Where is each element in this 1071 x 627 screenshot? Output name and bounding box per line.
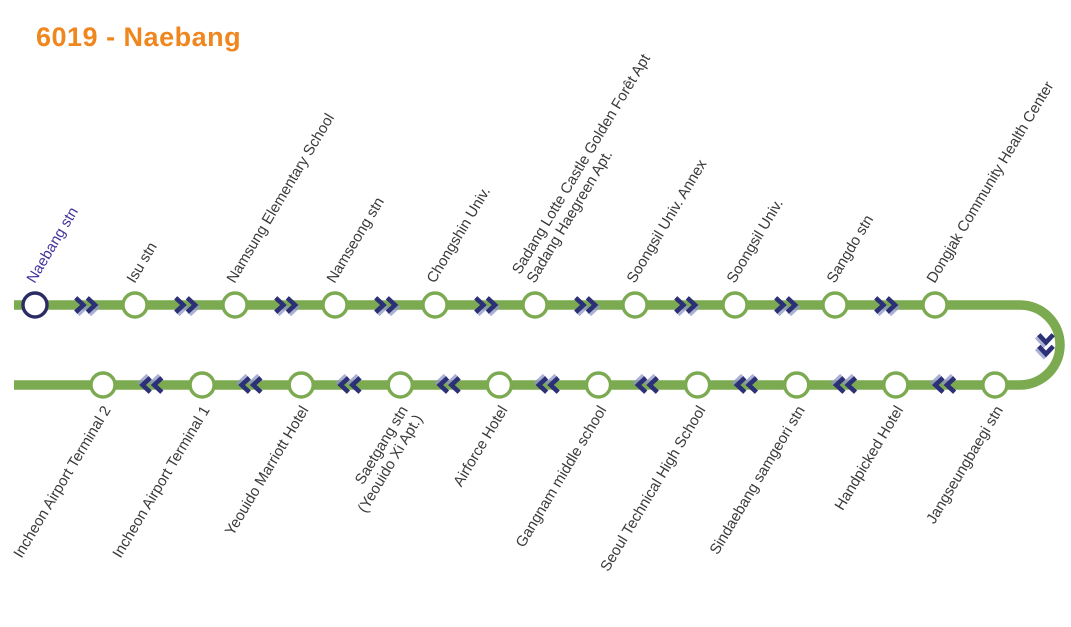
- station-marker[interactable]: [521, 291, 549, 319]
- station-marker[interactable]: [981, 371, 1009, 399]
- chevrons-right-icon: [374, 296, 401, 317]
- chevrons-left-icon: [434, 373, 461, 394]
- chevrons-right-icon: [474, 296, 501, 317]
- chevrons-right-icon: [774, 296, 801, 317]
- chevrons-right-icon: [174, 296, 201, 317]
- station-marker[interactable]: [485, 371, 514, 399]
- chevrons-left-icon: [533, 373, 560, 394]
- chevrons-right-icon: [874, 296, 901, 317]
- chevrons-down-icon: [1034, 333, 1055, 360]
- station-marker[interactable]: [621, 291, 649, 319]
- station-marker[interactable]: [821, 291, 849, 319]
- station-marker[interactable]: [584, 371, 613, 399]
- chevrons-left-icon: [632, 373, 659, 394]
- station-marker[interactable]: [921, 291, 949, 319]
- station-marker[interactable]: [386, 371, 414, 399]
- station-marker-current[interactable]: [21, 291, 49, 319]
- station-marker[interactable]: [421, 291, 449, 319]
- route-line: [14, 300, 1065, 390]
- chevrons-left-icon: [236, 373, 263, 394]
- chevrons-left-icon: [731, 373, 759, 394]
- chevrons-left-icon: [830, 373, 858, 394]
- station-marker[interactable]: [221, 291, 249, 319]
- chevrons-right-icon: [274, 296, 301, 317]
- station-marker[interactable]: [882, 371, 910, 399]
- station-marker[interactable]: [89, 371, 117, 399]
- chevrons-right-icon: [674, 296, 701, 317]
- station-marker[interactable]: [287, 371, 315, 399]
- station-marker[interactable]: [121, 291, 149, 319]
- station-marker[interactable]: [683, 371, 712, 399]
- chevrons-left-icon: [929, 373, 957, 394]
- route-title: 6019 - Naebang: [36, 22, 242, 52]
- chevrons-left-icon: [136, 373, 164, 394]
- chevrons-left-icon: [335, 373, 362, 394]
- direction-arrows-layer: [74, 296, 1055, 394]
- chevrons-right-icon: [574, 296, 601, 317]
- station-marker[interactable]: [783, 371, 811, 399]
- chevrons-right-icon: [74, 296, 101, 317]
- station-markers-layer: [21, 291, 1009, 399]
- station-marker[interactable]: [721, 291, 749, 319]
- station-marker[interactable]: [321, 291, 349, 319]
- station-marker[interactable]: [188, 371, 216, 399]
